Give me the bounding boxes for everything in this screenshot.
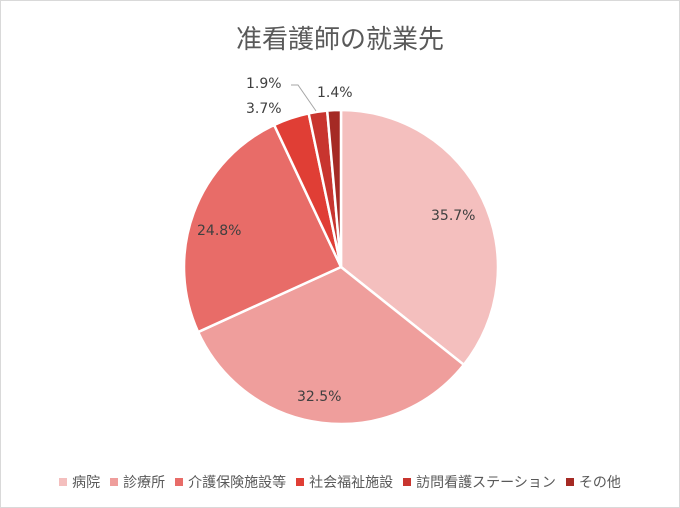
- legend-item-home-nursing: 訪問看護ステーション: [403, 472, 556, 492]
- legend: 病院 診療所 介護保険施設等 社会福祉施設 訪問看護ステーション その他: [1, 472, 679, 492]
- data-label-care-facility: 24.8%: [197, 223, 242, 239]
- swatch-icon: [565, 478, 574, 486]
- pie-slice: [196, 265, 466, 426]
- chart-title: 准看護師の就業先: [235, 25, 444, 55]
- legend-item-hospital: 病院: [59, 472, 100, 492]
- swatch-icon: [296, 478, 305, 486]
- pie-slice: [325, 108, 343, 268]
- data-label-clinic: 32.5%: [297, 389, 342, 405]
- data-label-other: 1.4%: [317, 85, 353, 101]
- legend-item-welfare: 社会福祉施設: [296, 472, 393, 492]
- legend-item-clinic: 診療所: [110, 472, 165, 492]
- pie-slice: [182, 123, 343, 334]
- data-label-home-nursing: 1.9%: [246, 76, 282, 92]
- swatch-icon: [110, 478, 119, 486]
- leader-line: [291, 84, 317, 112]
- legend-item-other: その他: [565, 472, 621, 492]
- data-label-hospital: 35.7%: [431, 208, 476, 224]
- legend-item-care-facility: 介護保険施設等: [175, 472, 286, 492]
- pie-slice: [339, 108, 500, 367]
- swatch-icon: [175, 478, 184, 486]
- swatch-icon: [59, 478, 68, 486]
- data-label-welfare: 3.7%: [246, 101, 282, 117]
- swatch-icon: [403, 478, 412, 486]
